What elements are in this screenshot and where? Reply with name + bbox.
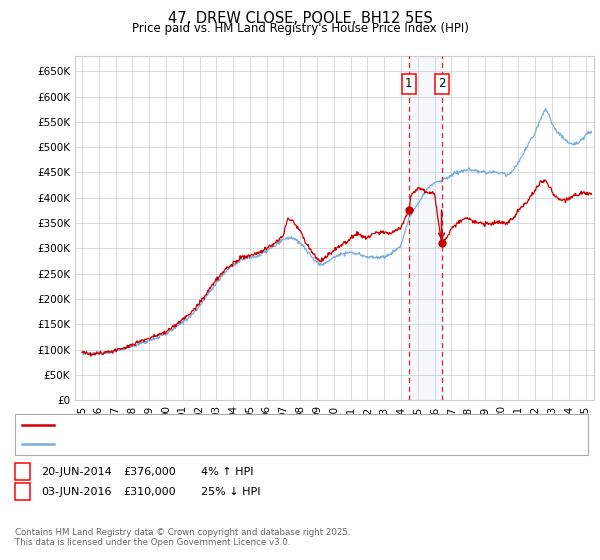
Text: 03-JUN-2016: 03-JUN-2016 (41, 487, 112, 497)
Text: 2: 2 (19, 487, 26, 497)
Text: 47, DREW CLOSE, POOLE, BH12 5ES: 47, DREW CLOSE, POOLE, BH12 5ES (167, 11, 433, 26)
Text: 25% ↓ HPI: 25% ↓ HPI (201, 487, 260, 497)
Text: £310,000: £310,000 (123, 487, 176, 497)
Text: 1: 1 (19, 466, 26, 477)
Text: 20-JUN-2014: 20-JUN-2014 (41, 466, 112, 477)
Text: £376,000: £376,000 (123, 466, 176, 477)
Text: Price paid vs. HM Land Registry's House Price Index (HPI): Price paid vs. HM Land Registry's House … (131, 22, 469, 35)
Text: 47, DREW CLOSE, POOLE, BH12 5ES (detached house): 47, DREW CLOSE, POOLE, BH12 5ES (detache… (58, 421, 341, 430)
Text: 4% ↑ HPI: 4% ↑ HPI (201, 466, 253, 477)
Text: 2: 2 (438, 77, 445, 90)
Bar (409, 56, 442, 400)
Text: Contains HM Land Registry data © Crown copyright and database right 2025.
This d: Contains HM Land Registry data © Crown c… (15, 528, 350, 547)
Text: HPI: Average price, detached house, Bournemouth Christchurch and Poole: HPI: Average price, detached house, Bour… (58, 439, 446, 449)
Text: 1: 1 (405, 77, 413, 90)
